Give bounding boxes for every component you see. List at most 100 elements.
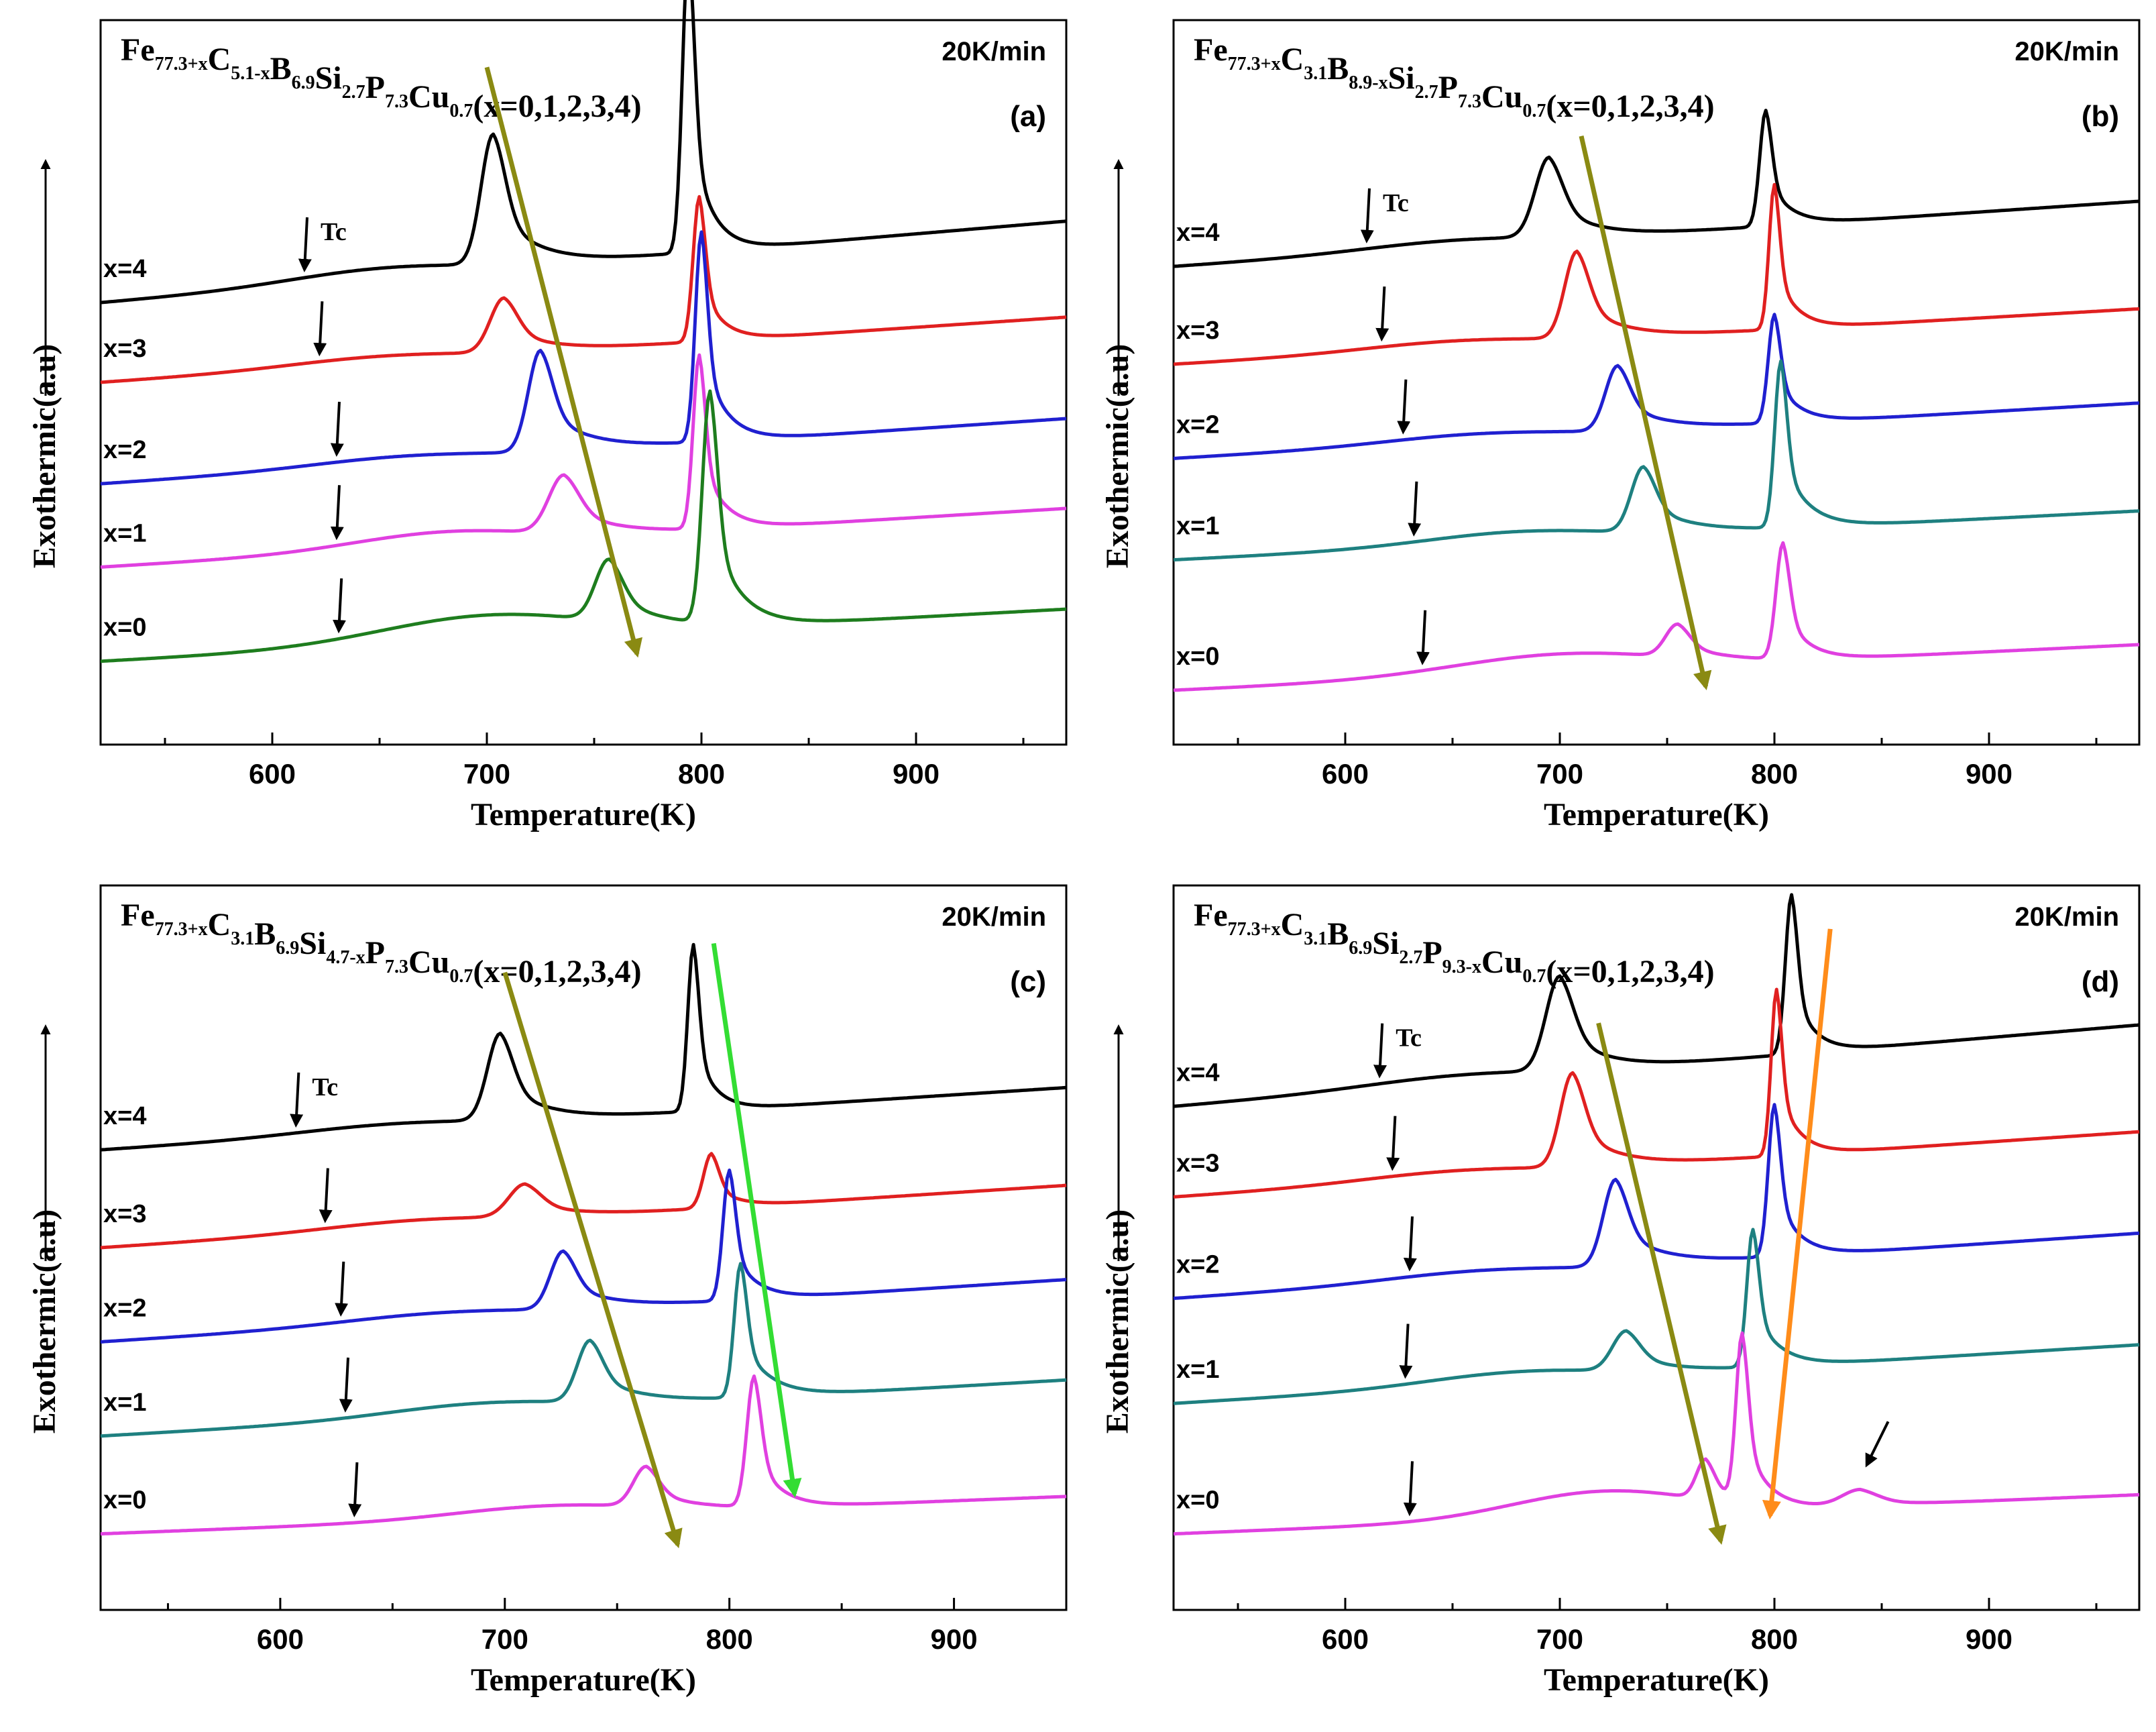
series-label: x=3 [103,335,146,363]
dsc-curve-x0 [1173,1331,2140,1536]
x-tick-label: 900 [893,758,940,790]
series-label: x=4 [103,1102,146,1130]
title-segment: (x=0,1,2,3,4) [1546,954,1714,989]
trend-arrow [1762,928,1833,1520]
heating-rate-label: 20K/min [942,902,1046,932]
plot-frame [99,19,1068,746]
title-segment: C [1281,907,1304,942]
tc-label: Tc [312,1073,338,1101]
x-tick-label: 800 [1751,1623,1798,1655]
title-segment: P [365,70,385,105]
dsc-curve-x1 [1173,359,2140,562]
title-segment: B [1327,51,1349,87]
series-label: x=3 [1176,317,1219,345]
panel-label: (d) [2082,965,2119,998]
tc-label: Tc [1396,1024,1422,1052]
dsc-curve-x0 [100,389,1067,663]
x-axis-title: Temperature(K) [471,797,696,832]
series-label: x=0 [103,1486,146,1515]
x-tick-label: 700 [463,758,510,790]
title-segment: C [1281,42,1304,77]
panel-a: 600 700 800 900Temperature(K)Exothermic(a.u… [27,0,1068,832]
title-segment: B [1327,916,1349,952]
tc-arrow [1399,1323,1413,1379]
x-tick-label: 900 [1966,1623,2012,1655]
tc-arrow [335,1261,349,1317]
dsc-curve-x1 [100,1262,1067,1438]
series-label: x=0 [1176,643,1219,671]
panel-label: (b) [2082,100,2119,133]
dsc-curve-x0 [100,1374,1067,1536]
tc-arrow [330,485,344,541]
title-segment: B [270,51,292,87]
series-label: x=1 [1176,1356,1219,1384]
series-label: x=2 [103,436,146,464]
x-tick-label: 900 [931,1623,978,1655]
title-segment: Cu [408,944,449,980]
title-segment: C [208,42,231,77]
title-subscript: 7.3 [385,91,408,112]
dsc-curve-x4 [100,942,1067,1152]
title-segment: Si [315,60,342,96]
trend-arrow [502,971,683,1549]
tc-arrow [1386,1116,1400,1171]
title-subscript: 77.3+x [1228,919,1281,940]
tc-arrow [1373,1023,1387,1079]
trend-arrow [484,66,643,658]
trend-arrow [711,942,802,1498]
dsc-curve-x2 [100,230,1067,486]
x-tick-label: 700 [1536,1623,1583,1655]
plot-frame [1172,19,2141,746]
series-label: x=4 [1176,219,1219,247]
x-tick-label: 600 [1322,758,1369,790]
title-segment: Cu [408,79,449,115]
tc-arrow [313,301,327,357]
heating-rate-label: 20K/min [2015,37,2119,66]
tc-arrow [1408,481,1422,537]
title-segment: Fe [1194,32,1228,68]
tc-arrow [330,401,344,457]
title-subscript: 2.7 [342,82,365,103]
panel-label: (a) [1010,100,1046,133]
title-segment: Si [1372,926,1399,961]
trend-arrow [1596,1022,1727,1545]
title-subscript: 3.1 [1304,63,1327,84]
series-label: x=0 [103,614,146,642]
title-segment: Fe [121,898,155,933]
x-axis-title: Temperature(K) [471,1662,696,1698]
panel-label: (c) [1010,965,1046,998]
chart-title: Fe77.3+xC5.1-xB6.9Si2.7P7.3Cu0.7(x=0,1,2… [121,32,642,124]
title-segment: Fe [1194,898,1228,933]
title-subscript: 6.9 [276,938,299,959]
panel-b: 600 700 800 900Temperature(K)Exothermic(a.u… [1100,19,2141,832]
title-subscript: 0.7 [449,966,473,987]
tc-arrow [1397,379,1411,435]
series-label: x=2 [1176,1251,1219,1279]
title-subscript: 0.7 [1522,966,1546,987]
title-segment: P [1422,935,1442,971]
x-tick-label: 600 [1322,1623,1369,1655]
series-label: x=1 [1176,512,1219,541]
panel-c: 600 700 800 900Temperature(K)Exothermic(a.u… [27,884,1068,1698]
trend-arrow [1579,136,1712,691]
dsc-curve-x2 [1173,1103,2140,1301]
tc-arrow [1360,188,1374,243]
tc-label: Tc [1383,189,1409,217]
series-label: x=4 [1176,1059,1219,1087]
x-tick-label: 900 [1966,758,2012,790]
dsc-curve-x4 [1173,893,2140,1108]
x-tick-label: 700 [1536,758,1583,790]
series-label: x=2 [1176,411,1219,439]
tc-arrow [1403,1216,1417,1272]
tc-arrow [333,578,347,634]
tc-arrow [339,1357,353,1413]
title-subscript: 77.3+x [1228,54,1281,74]
x-tick-label: 800 [706,1623,753,1655]
dsc-curve-x1 [100,353,1067,569]
title-segment: Fe [121,32,155,68]
dsc-curve-x2 [100,1169,1067,1344]
chart-title: Fe77.3+xC3.1B6.9Si4.7-xP7.3Cu0.7(x=0,1,2… [121,898,642,989]
title-subscript: 6.9 [292,72,315,93]
x-tick-label: 600 [257,1623,304,1655]
